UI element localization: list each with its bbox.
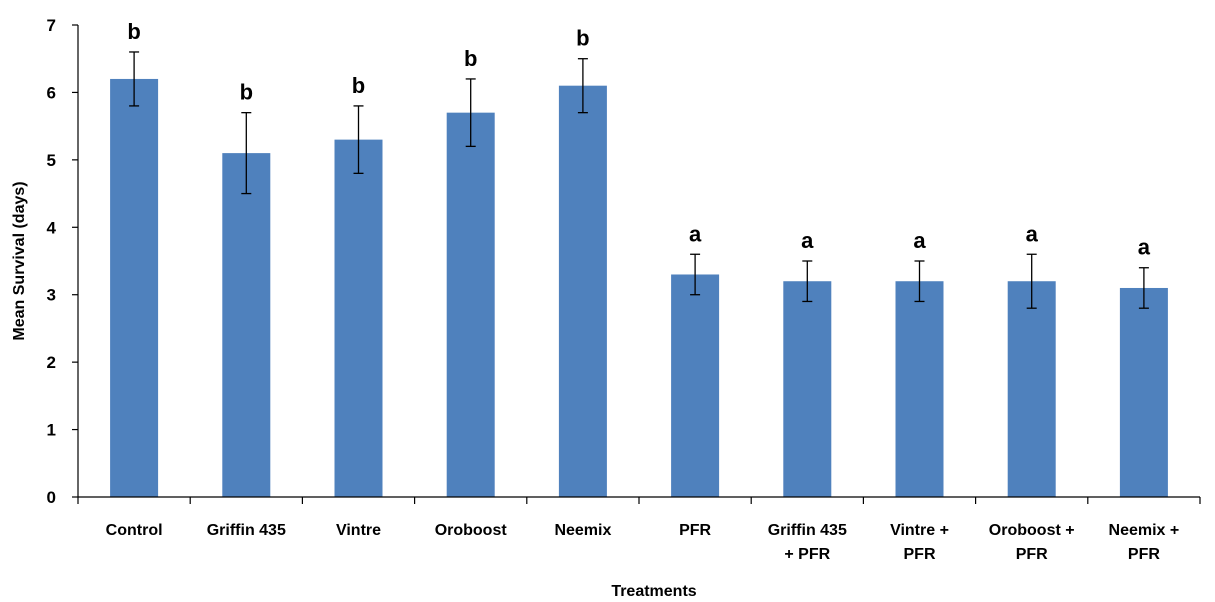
x-tick-label: Oroboost + [989, 522, 1075, 539]
bar [783, 281, 832, 497]
x-tick-label: PFR [904, 546, 936, 563]
significance-letter: a [1026, 221, 1039, 246]
x-tick-label: Neemix [554, 522, 611, 539]
y-tick-label: 2 [47, 353, 56, 372]
x-ticks-group [77, 497, 1201, 504]
x-tick-label: Vintre + [890, 522, 949, 539]
x-tick-label: Control [106, 522, 163, 539]
x-tick-label: Griffin 435 [207, 522, 286, 539]
bar [671, 274, 720, 497]
significance-letter: b [464, 46, 477, 71]
x-tick-labels-group: Control Griffin 435 Vintre Oroboost Neemix PF… [106, 522, 1180, 563]
y-axis-title: Mean Survival (days) [11, 181, 28, 340]
significance-letter: b [352, 73, 365, 98]
x-tick-label: Griffin 435 [768, 522, 847, 539]
bar [446, 112, 495, 498]
bar [1007, 281, 1056, 497]
error-bars-group [129, 51, 1149, 309]
bar [110, 78, 159, 497]
y-tick-label: 7 [47, 16, 56, 35]
y-tick-label: 1 [47, 421, 56, 440]
bar [222, 153, 271, 497]
x-tick-label: PFR [1016, 546, 1048, 563]
x-tick-label: PFR [1128, 546, 1160, 563]
significance-letter: b [240, 80, 253, 105]
x-axis-title: Treatments [611, 583, 696, 600]
bars-group [110, 78, 1168, 498]
significance-letter: a [801, 228, 814, 253]
x-tick-label: + PFR [784, 546, 830, 563]
y-tick-label: 0 [47, 488, 56, 507]
significance-letter: a [689, 221, 702, 246]
significance-letter: a [1138, 235, 1151, 260]
y-tick-label: 4 [47, 218, 57, 237]
bar [895, 281, 944, 497]
bar [1119, 287, 1168, 497]
significance-letter: b [127, 19, 140, 44]
significance-letter: a [913, 228, 926, 253]
x-tick-label: Oroboost [435, 522, 508, 539]
bar [334, 139, 383, 497]
y-tick-label: 6 [47, 83, 56, 102]
bar [558, 85, 607, 497]
significance-letter: b [576, 26, 589, 51]
y-tick-label: 5 [47, 151, 56, 170]
y-ticks-group: 0 1 2 3 4 5 6 7 [47, 16, 78, 507]
y-tick-label: 3 [47, 286, 56, 305]
x-tick-label: Neemix + [1109, 522, 1180, 539]
x-tick-label: PFR [679, 522, 711, 539]
x-tick-label: Vintre [336, 522, 381, 539]
significance-letters-group: b b b b b a a a a a [127, 19, 1150, 260]
